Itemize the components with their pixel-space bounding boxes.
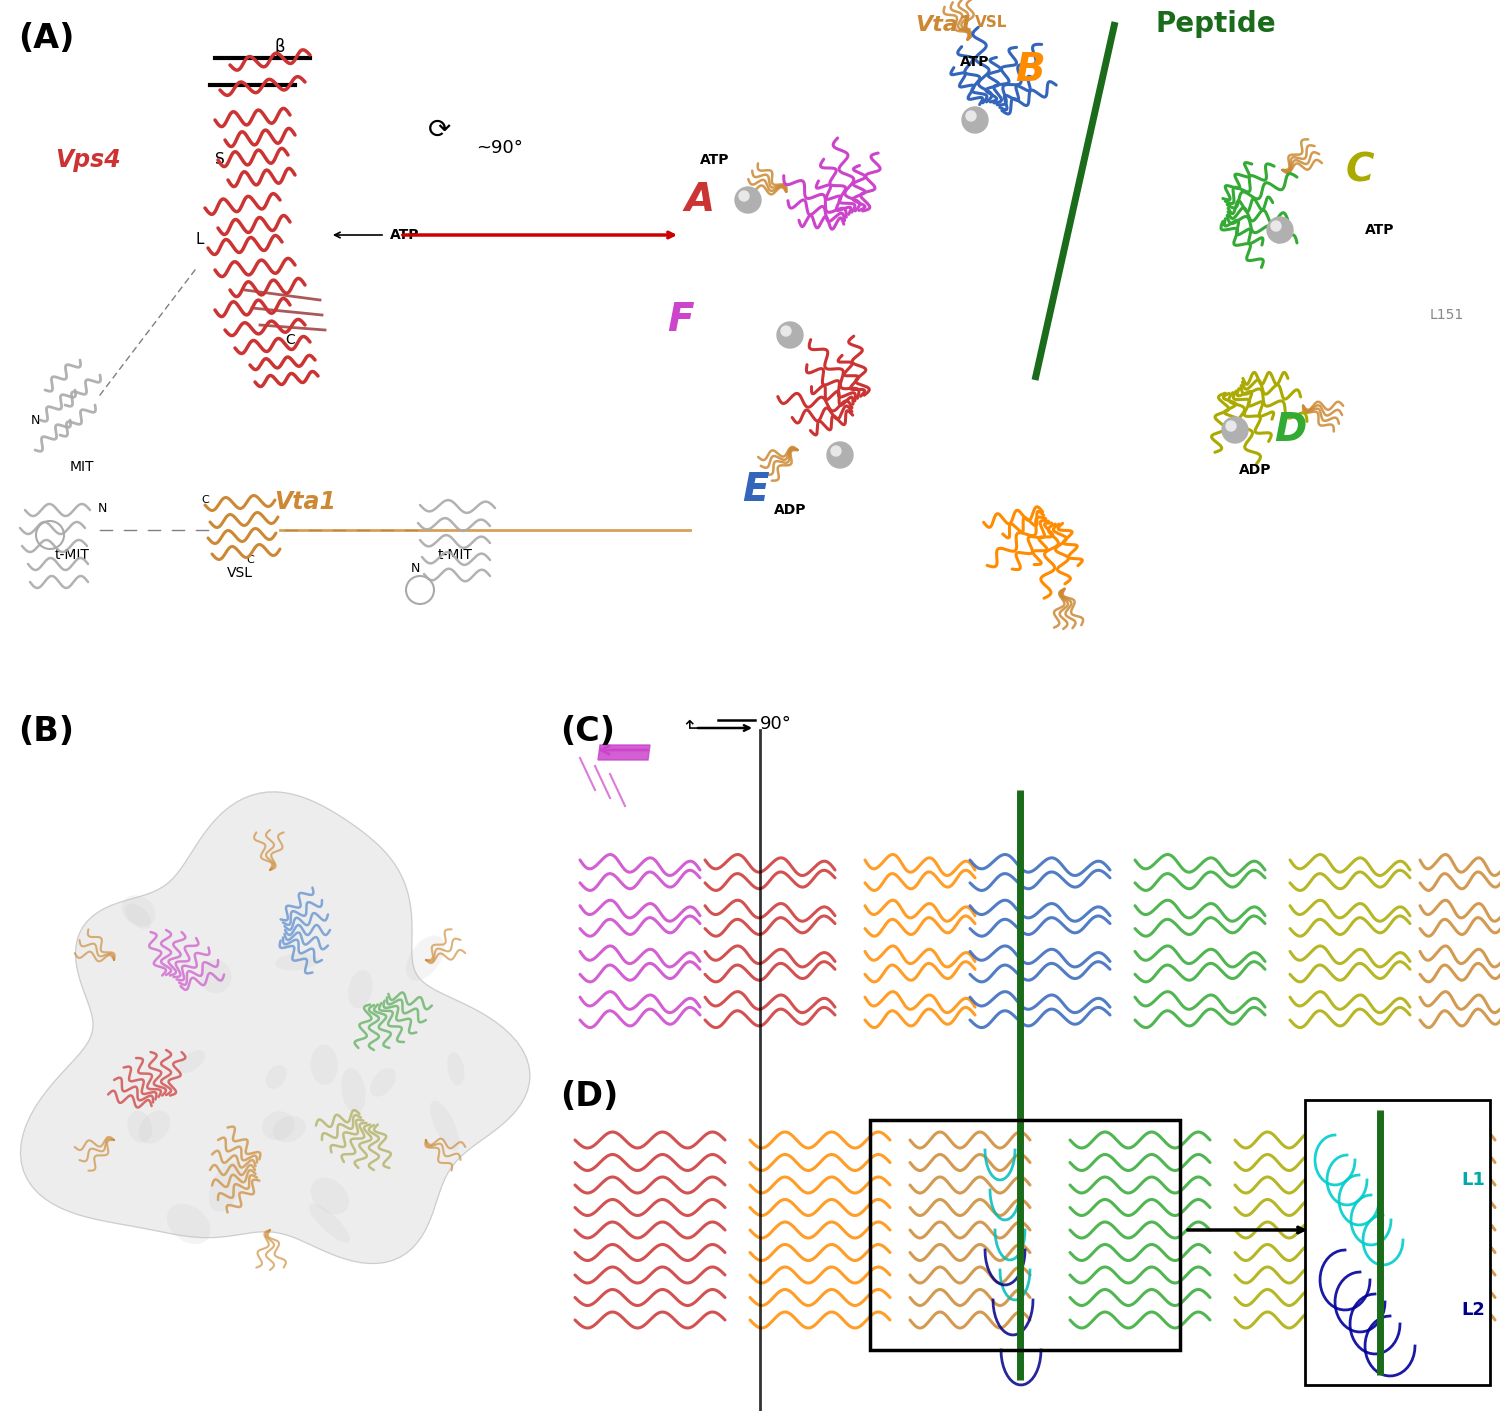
Circle shape [740, 190, 748, 200]
Text: Peptide: Peptide [1155, 10, 1275, 38]
Circle shape [1268, 217, 1293, 243]
Text: ATP: ATP [960, 55, 990, 69]
Text: (D): (D) [560, 1079, 618, 1113]
Circle shape [831, 446, 842, 456]
Text: (B): (B) [18, 715, 74, 748]
Text: C: C [1346, 151, 1374, 189]
Ellipse shape [138, 1110, 171, 1144]
Polygon shape [598, 745, 650, 761]
Text: C: C [201, 495, 208, 505]
Ellipse shape [122, 895, 156, 927]
Polygon shape [21, 792, 530, 1263]
Text: L2: L2 [1461, 1301, 1485, 1319]
Circle shape [777, 322, 802, 349]
Ellipse shape [273, 1116, 306, 1143]
Text: L1: L1 [1461, 1171, 1485, 1189]
Text: ATP: ATP [700, 152, 729, 166]
Text: VSL: VSL [975, 16, 1008, 30]
Text: Vta1: Vta1 [274, 490, 336, 514]
Circle shape [735, 188, 760, 213]
Text: B: B [1016, 51, 1046, 89]
Text: N: N [30, 413, 39, 426]
Text: Vps4: Vps4 [56, 148, 122, 172]
Ellipse shape [166, 1204, 210, 1245]
Text: VSL: VSL [226, 566, 254, 580]
Bar [870, 1120, 1180, 1350]
Text: ADP: ADP [1239, 463, 1270, 477]
Ellipse shape [430, 1101, 459, 1151]
Text: (C): (C) [560, 715, 615, 748]
Ellipse shape [200, 959, 231, 993]
Text: C: C [246, 555, 254, 564]
Text: N: N [411, 562, 420, 574]
Text: (A): (A) [18, 23, 75, 55]
Ellipse shape [447, 1053, 465, 1085]
Ellipse shape [262, 1112, 294, 1140]
Text: D: D [1274, 411, 1306, 449]
Circle shape [966, 111, 976, 121]
Ellipse shape [310, 1178, 350, 1215]
Text: ATP: ATP [390, 229, 420, 243]
Ellipse shape [178, 1050, 206, 1074]
Text: F: F [666, 301, 693, 339]
Text: 90°: 90° [760, 715, 792, 732]
Circle shape [962, 107, 988, 133]
Text: β: β [274, 38, 285, 56]
Text: t-MIT: t-MIT [54, 547, 90, 562]
Ellipse shape [266, 1065, 286, 1089]
Ellipse shape [406, 935, 444, 981]
Text: N: N [98, 501, 106, 515]
Text: A: A [686, 181, 716, 219]
Circle shape [782, 326, 790, 336]
Text: ~90°: ~90° [477, 140, 524, 157]
Circle shape [1270, 222, 1281, 231]
Text: Vta1: Vta1 [915, 16, 974, 35]
Text: ⟳: ⟳ [429, 116, 451, 144]
Text: L: L [195, 233, 204, 247]
Ellipse shape [309, 1204, 350, 1243]
Text: ADP: ADP [774, 502, 807, 516]
Ellipse shape [340, 1068, 366, 1113]
Ellipse shape [348, 969, 372, 1009]
Ellipse shape [128, 1110, 152, 1143]
Ellipse shape [310, 1044, 338, 1085]
Text: L151: L151 [1430, 308, 1464, 322]
Text: C: C [285, 333, 296, 347]
Text: ↱: ↱ [682, 711, 702, 728]
Text: MIT: MIT [69, 460, 94, 474]
Circle shape [1222, 418, 1248, 443]
Ellipse shape [126, 903, 152, 928]
Circle shape [827, 442, 854, 468]
Ellipse shape [209, 1161, 243, 1212]
Circle shape [1226, 420, 1236, 430]
Text: E: E [741, 471, 768, 509]
Ellipse shape [370, 1068, 396, 1096]
Text: S: S [214, 152, 225, 168]
Text: ATP: ATP [1365, 223, 1395, 237]
Ellipse shape [276, 954, 318, 971]
Bar [1305, 1101, 1490, 1386]
Text: t-MIT: t-MIT [438, 547, 472, 562]
